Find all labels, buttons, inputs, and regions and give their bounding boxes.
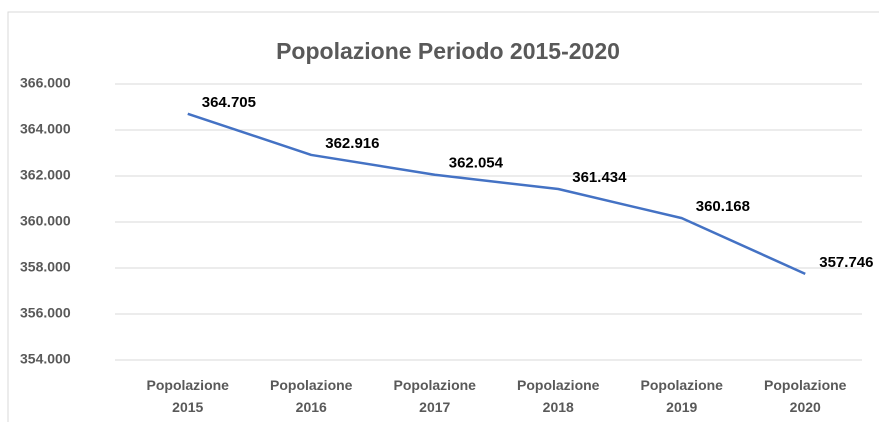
- x-tick-label: Popolazione 2020: [764, 377, 847, 415]
- data-label: 357.746: [819, 254, 873, 271]
- data-label: 362.916: [325, 135, 379, 152]
- data-label: 361.434: [572, 169, 627, 186]
- data-label: 360.168: [696, 198, 750, 215]
- y-tick-label: 366.000: [20, 75, 71, 91]
- y-tick-label: 356.000: [20, 305, 71, 321]
- line-series: [187, 112, 806, 275]
- data-label: 364.705: [202, 94, 256, 111]
- y-tick-label: 354.000: [20, 351, 71, 367]
- y-tick-label: 362.000: [20, 167, 71, 183]
- x-tick-label: Popolazione 2016: [270, 377, 353, 415]
- data-label: 362.054: [449, 155, 504, 172]
- y-tick-label: 364.000: [20, 121, 71, 137]
- y-tick-label: 358.000: [20, 259, 71, 275]
- chart-title: Popolazione Periodo 2015-2020: [276, 38, 620, 64]
- y-tick-label: 360.000: [20, 213, 71, 229]
- x-tick-label: Popolazione 2018: [517, 377, 600, 415]
- x-tick-label: Popolazione 2017: [394, 377, 477, 415]
- x-tick-label: Popolazione 2015: [147, 377, 230, 415]
- chart-border: [7, 11, 879, 422]
- x-tick-label: Popolazione 2019: [641, 377, 724, 415]
